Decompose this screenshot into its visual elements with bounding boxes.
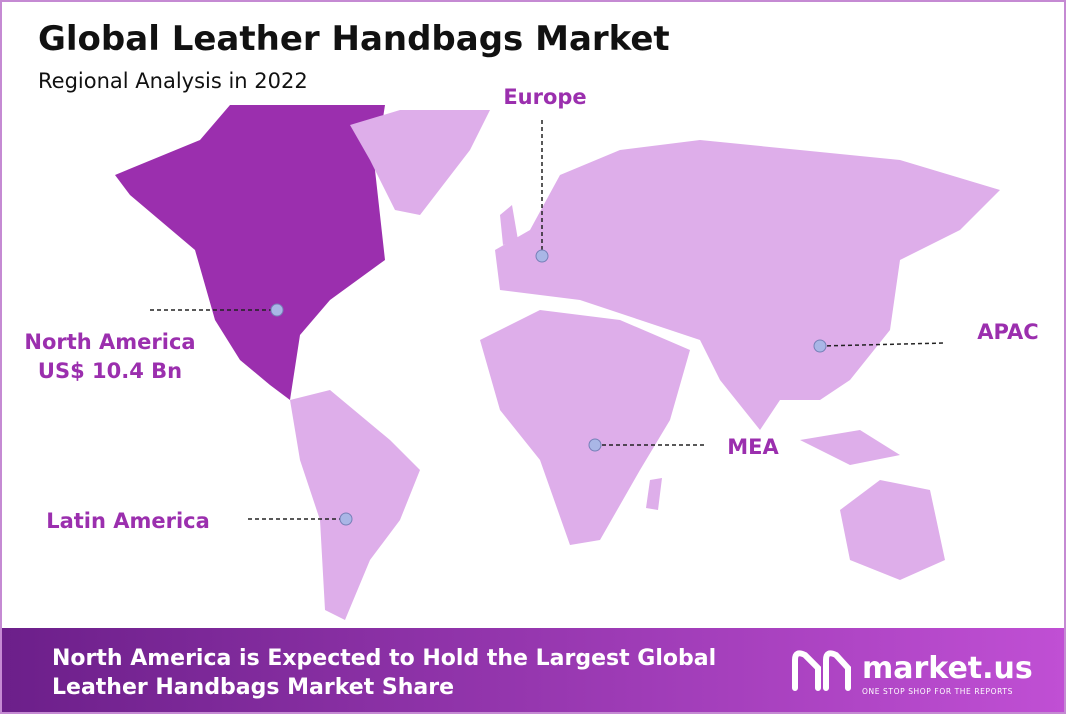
logo-text: market.us (862, 651, 1033, 686)
logo-icon (792, 650, 851, 691)
other-regions (290, 110, 1000, 620)
region-label: APAC (977, 320, 1038, 344)
world-map (115, 105, 1000, 620)
region-label: Europe (503, 85, 586, 109)
region-label: MEA (727, 435, 779, 459)
footer-text: North America is Expected to Hold the La… (52, 646, 716, 671)
leader-lines (150, 120, 946, 520)
title: Global Leather Handbags Market (38, 19, 670, 59)
footer-text: Leather Handbags Market Share (52, 675, 454, 700)
subtitle: Regional Analysis in 2022 (38, 69, 308, 93)
region-label: Latin America (46, 509, 210, 533)
markers (270, 249, 827, 526)
footer-band (2, 628, 1064, 712)
region-value: US$ 10.4 Bn (38, 359, 182, 383)
logo-tagline: ONE STOP SHOP FOR THE REPORTS (862, 687, 1013, 696)
north-america (115, 105, 385, 400)
region-label: North America (24, 330, 195, 354)
